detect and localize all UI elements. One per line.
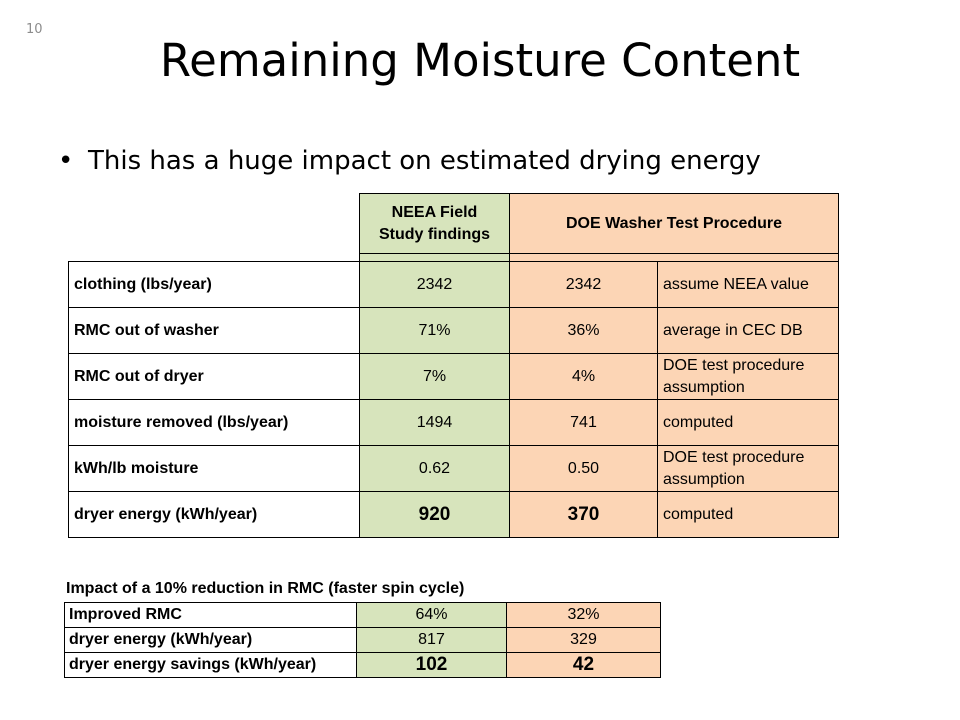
row-label: RMC out of dryer [68,353,360,400]
bullet-item: This has a huge impact on estimated dryi… [58,146,761,176]
row-label: clothing (lbs/year) [68,261,360,308]
row-note-line: DOE test procedure [663,356,805,374]
doe-value: 370 [509,491,658,538]
doe-value: 4% [509,353,658,400]
row-note: computed [657,399,839,446]
header-empty-cell [69,194,360,254]
table-row: RMC out of dryer 7% 4% DOE test procedur… [68,353,839,400]
neea-header-line-1: NEEA Field [391,203,478,221]
row-note: average in CEC DB [657,307,839,354]
main-comparison-table: NEEA Field Study findings DOE Washer Tes… [68,193,839,538]
row-label: Improved RMC [64,602,357,628]
row-note-line: assumption [663,378,745,396]
doe-value: 36% [509,307,658,354]
neea-value: 64% [356,602,507,628]
spacer-neea-cell [359,253,510,262]
neea-value: 817 [356,627,507,653]
slide-title: Remaining Moisture Content [159,34,801,87]
neea-value: 2342 [359,261,510,308]
row-note: DOE test procedure assumption [657,445,839,492]
table-header-row: NEEA Field Study findings DOE Washer Tes… [69,193,839,254]
table-row: dryer energy (kWh/year) 920 370 computed [68,491,839,538]
row-label: RMC out of washer [68,307,360,354]
doe-value: 32% [506,602,661,628]
row-note: computed [657,491,839,538]
neea-value: 71% [359,307,510,354]
table-row: Improved RMC 64% 32% [64,602,661,628]
table-row: dryer energy (kWh/year) 817 329 [64,627,661,653]
table-row: dryer energy savings (kWh/year) 102 42 [64,652,661,678]
doe-header-cell: DOE Washer Test Procedure [509,193,839,254]
doe-value: 0.50 [509,445,658,492]
header-spacer-row [69,253,839,262]
impact-table-title: Impact of a 10% reduction in RMC (faster… [66,580,465,597]
row-note-line: computed [663,413,734,431]
row-label: kWh/lb moisture [68,445,360,492]
neea-header-cell: NEEA Field Study findings [359,193,510,254]
table-row: RMC out of washer 71% 36% average in CEC… [68,307,839,354]
neea-value: 102 [356,652,507,678]
neea-header-line-2: Study findings [378,225,491,243]
row-note: DOE test procedure assumption [657,353,839,400]
doe-value: 329 [506,627,661,653]
row-note-line: computed [663,505,734,523]
table-row: moisture removed (lbs/year) 1494 741 com… [68,399,839,446]
row-note-line: DOE test procedure [663,448,805,466]
row-label: dryer energy (kWh/year) [64,627,357,653]
spacer-doe-cell [509,253,658,262]
table-row: clothing (lbs/year) 2342 2342 assume NEE… [68,261,839,308]
row-note-line: average in CEC DB [663,321,803,339]
doe-value: 2342 [509,261,658,308]
neea-value: 920 [359,491,510,538]
row-label: dryer energy savings (kWh/year) [64,652,357,678]
neea-value: 0.62 [359,445,510,492]
row-note-line: assume NEEA value [663,275,809,293]
table-row: kWh/lb moisture 0.62 0.50 DOE test proce… [68,445,839,492]
doe-value: 42 [506,652,661,678]
slide-number: 10 [26,22,43,37]
doe-value: 741 [509,399,658,446]
row-label: dryer energy (kWh/year) [68,491,360,538]
bullet-text: This has a huge impact on estimated dryi… [88,146,761,176]
spacer-note-cell [657,253,839,262]
impact-table: Improved RMC 64% 32% dryer energy (kWh/y… [64,602,661,678]
neea-value: 1494 [359,399,510,446]
bullet-icon [58,146,88,176]
row-note: assume NEEA value [657,261,839,308]
neea-value: 7% [359,353,510,400]
row-label: moisture removed (lbs/year) [68,399,360,446]
spacer-cell [69,254,360,262]
row-note-line: assumption [663,470,745,488]
